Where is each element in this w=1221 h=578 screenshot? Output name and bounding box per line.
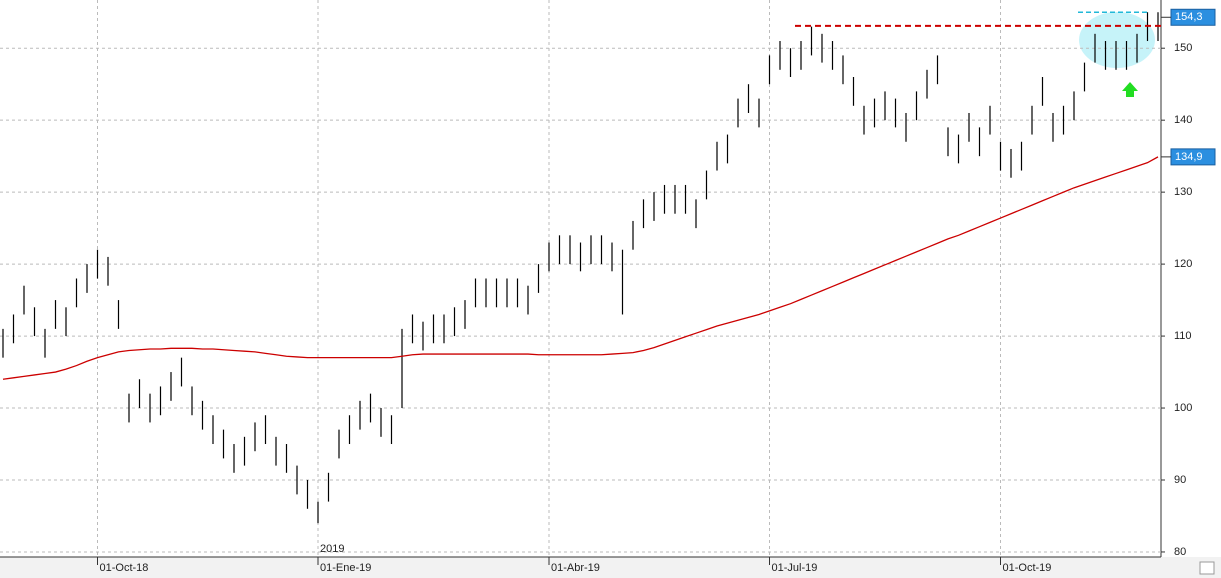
moving-average-line: [2, 156, 1159, 380]
y-tick-label: 140: [1174, 114, 1192, 126]
up-arrow: [1122, 82, 1138, 97]
x-tick-label: 01-Ene-19: [320, 562, 371, 574]
price-label: 134,9: [1175, 151, 1203, 163]
y-tick-label: 120: [1174, 258, 1192, 270]
y-tick-label: 90: [1174, 474, 1186, 486]
y-tick-label: 150: [1174, 42, 1192, 54]
x-tick-label: 01-Oct-18: [100, 562, 149, 574]
x-tick-label: 01-Abr-19: [551, 562, 600, 574]
highlight-ellipse: [1079, 12, 1155, 68]
y-tick-label: 100: [1174, 402, 1192, 414]
y-tick-label: 80: [1174, 546, 1186, 558]
year-label: 2019: [320, 543, 344, 555]
y-tick-label: 130: [1174, 186, 1192, 198]
y-tick-label: 110: [1174, 330, 1192, 342]
price-label: 154,3: [1175, 11, 1203, 23]
x-tick-label: 01-Oct-19: [1003, 562, 1052, 574]
x-axis-band: [0, 557, 1221, 578]
corner-icon[interactable]: [1199, 561, 1215, 575]
x-tick-label: 01-Jul-19: [772, 562, 818, 574]
